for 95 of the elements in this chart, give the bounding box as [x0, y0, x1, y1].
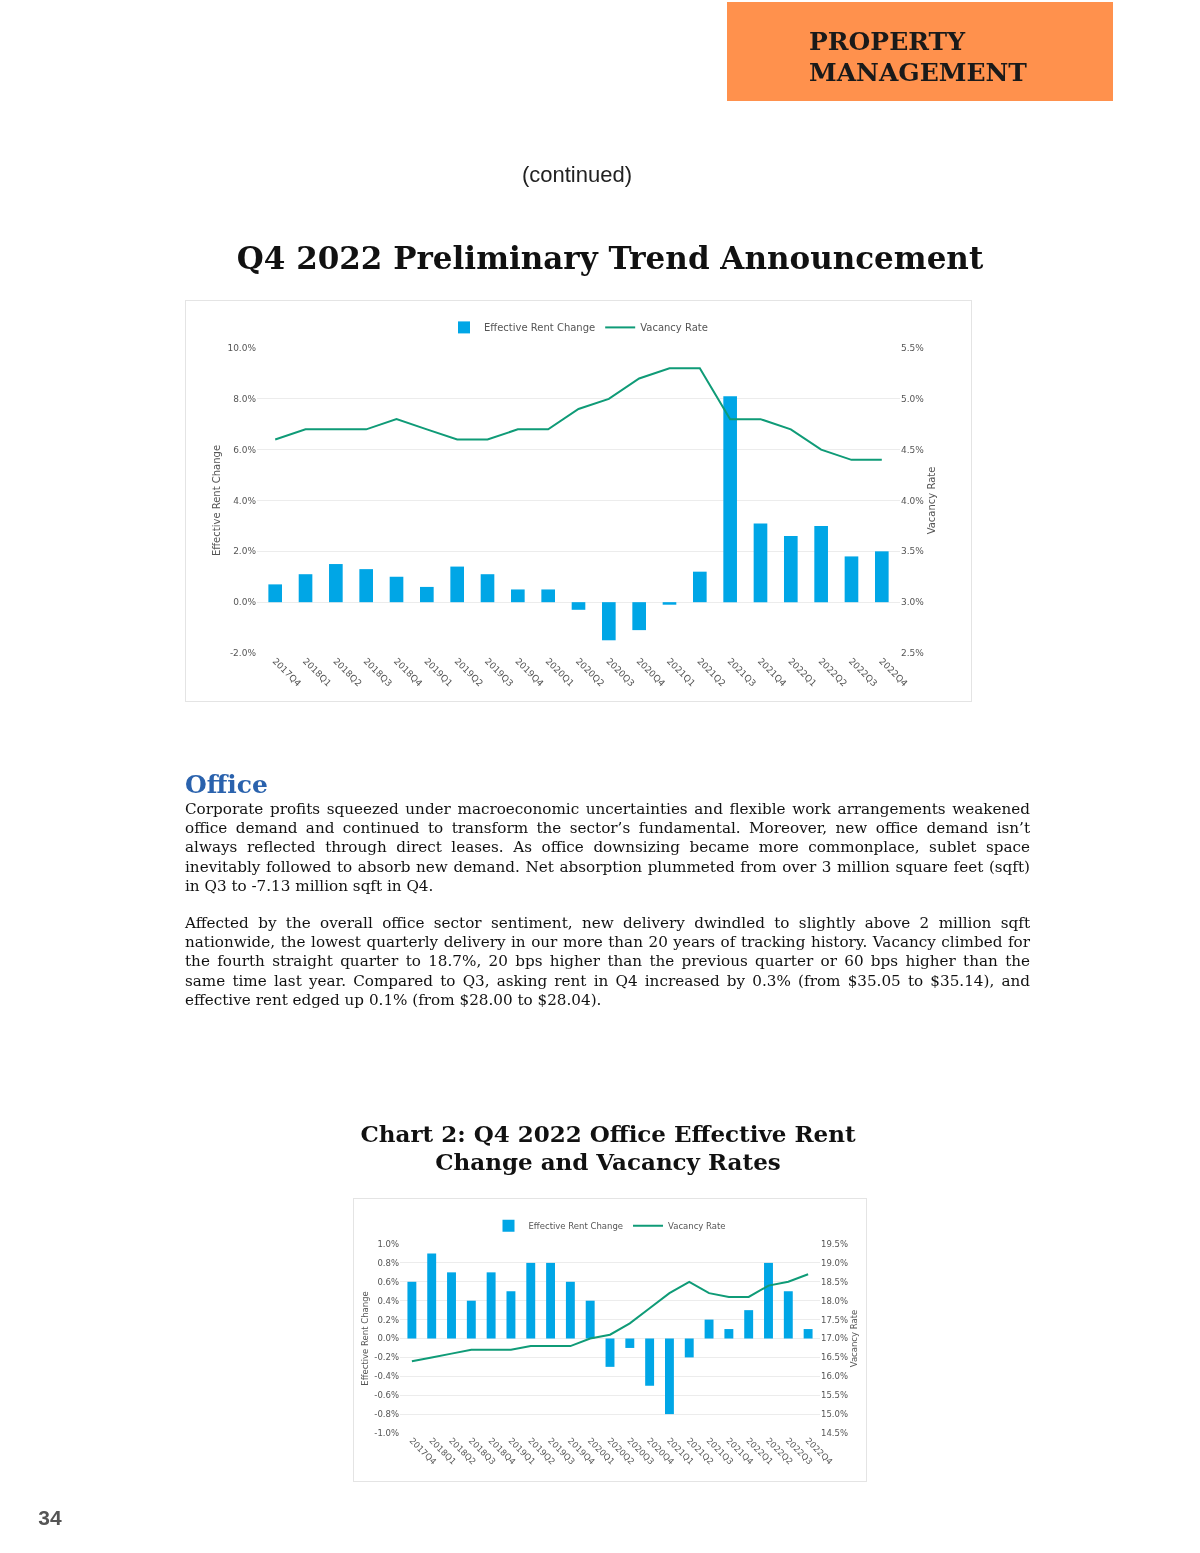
- y2-tick-label: 17.0%: [821, 1333, 849, 1344]
- bar: [506, 1291, 516, 1339]
- line-series: [274, 367, 883, 461]
- legend-label: Vacancy Rate: [668, 1221, 726, 1232]
- y2-tick-label: 15.5%: [821, 1390, 849, 1401]
- y2-tick-label: 3.0%: [901, 597, 925, 608]
- bar: [625, 1338, 635, 1348]
- y-tick-label: 0.4%: [377, 1295, 399, 1306]
- y-tick-label: 2.0%: [233, 546, 257, 557]
- bar: [389, 576, 404, 603]
- y-axis-title: Effective Rent Change: [211, 444, 223, 557]
- bar: [744, 1310, 754, 1339]
- bar: [753, 523, 768, 603]
- bar: [546, 1262, 556, 1339]
- y2-axis-title: Vacancy Rate: [849, 1309, 860, 1368]
- bar: [585, 1300, 595, 1339]
- bar: [565, 1281, 575, 1339]
- bar: [764, 1262, 773, 1339]
- y2-tick-label: 14.5%: [821, 1427, 849, 1438]
- y-tick-label: 1.0%: [377, 1238, 399, 1249]
- bar: [704, 1319, 714, 1339]
- y-axis-title: Effective Rent Change: [359, 1291, 370, 1386]
- y-tick-label: 8.0%: [233, 393, 257, 404]
- text: PROPERTY MANAGEMENT: [727, 2, 1113, 101]
- y2-tick-label: 2.5%: [901, 648, 925, 659]
- bar: [541, 589, 555, 603]
- bar: [693, 571, 707, 603]
- bar: [602, 602, 616, 641]
- y-tick-label: -0.8%: [374, 1409, 399, 1420]
- bar: [511, 589, 525, 603]
- bar: [662, 602, 677, 605]
- bar: [329, 564, 343, 603]
- bar: [359, 569, 374, 603]
- bar: [571, 602, 586, 610]
- y2-tick-label: 18.5%: [821, 1276, 849, 1287]
- bar: [466, 1300, 476, 1339]
- bar: [814, 525, 828, 603]
- y-tick-label: 0.0%: [377, 1333, 399, 1344]
- bar: [526, 1262, 536, 1339]
- y-tick-label: -1.0%: [374, 1427, 399, 1438]
- bar: [450, 566, 464, 603]
- y2-tick-label: 19.5%: [821, 1238, 849, 1249]
- legend-label: Vacancy Rate: [640, 322, 708, 334]
- bar: [447, 1272, 456, 1339]
- y-tick-label: -0.2%: [374, 1352, 399, 1363]
- bar: [480, 574, 495, 603]
- y2-tick-label: 5.5%: [901, 343, 925, 354]
- text: Office: [185, 770, 269, 800]
- bar: [664, 1338, 674, 1415]
- y2-tick-label: 4.0%: [901, 495, 925, 506]
- y2-tick-label: 5.0%: [901, 393, 925, 404]
- bar: [724, 1329, 734, 1339]
- y-tick-label: 0.2%: [377, 1314, 399, 1325]
- chart-title: Q4 2022 Preliminary Trend Announcement: [235, 240, 985, 278]
- y2-tick-label: 3.5%: [901, 546, 925, 557]
- chart-title: Chart 2: Q4 2022 Office Effective Rent Change and Vacancy Rates: [359, 1120, 857, 1176]
- text: (continued): [520, 162, 634, 189]
- y2-tick-label: 16.0%: [821, 1371, 849, 1382]
- text: 34: [37, 1506, 63, 1531]
- bar: [632, 602, 646, 631]
- bar: [874, 551, 889, 603]
- bar: [803, 1329, 813, 1339]
- legend-label: Effective Rent Change: [528, 1221, 624, 1232]
- text: Corporate profits squeezed under macroeconomic uncertainties and flexible work arrangements weakened office demand and continued to transform the sector’s fundamental. Moreover, new office demand isn’t always reflected through direct leases. As office downsizing became more commonplace, sublet space inevitably followed to absorb new demand. Net absorption plummeted from over 3 million square feet (sqft) in Q3 to -7.13 million sqft in Q4.: [185, 800, 1030, 897]
- y-tick-label: -0.6%: [374, 1390, 399, 1401]
- bar: [723, 396, 737, 603]
- y-tick-label: 0.6%: [377, 1276, 399, 1287]
- bar: [486, 1272, 496, 1339]
- bar: [420, 586, 434, 603]
- y-tick-label: 10.0%: [227, 343, 257, 354]
- line-series: [410, 1273, 810, 1363]
- y2-axis-title: Vacancy Rate: [925, 466, 937, 535]
- y-tick-label: 0.8%: [377, 1257, 399, 1268]
- y-tick-label: 0.0%: [233, 597, 257, 608]
- bar: [268, 584, 283, 603]
- y2-tick-label: 16.5%: [821, 1352, 849, 1363]
- bar: [783, 1291, 793, 1339]
- y2-tick-label: 18.0%: [821, 1295, 849, 1306]
- y2-tick-label: 19.0%: [821, 1257, 849, 1268]
- bar: [645, 1338, 655, 1386]
- bar: [844, 556, 859, 603]
- y2-tick-label: 4.5%: [901, 444, 925, 455]
- y-tick-label: -2.0%: [229, 648, 257, 659]
- y2-tick-label: 17.5%: [821, 1314, 849, 1325]
- text: Affected by the overall office sector sentiment, new delivery dwindled to slightly above 2 million sqft nationwide, the lowest quarterly delivery in our more than 20 years of tracking history. Vacancy climbed for the fourth straight quarter to 18.7%, 20 bps higher than the previous quarter or 60 bps higher than the same time last year. Compared to Q3, asking rent in Q4 increased by 0.3% (from $35.05 to $35.14), and effective rent edged up 0.1% (from $28.00 to $28.04).: [185, 914, 1030, 1011]
- bar: [684, 1338, 694, 1358]
- bar: [298, 574, 313, 603]
- bar: [407, 1281, 417, 1339]
- bar: [427, 1253, 437, 1339]
- bar: [783, 536, 798, 603]
- y2-tick-label: 15.0%: [821, 1409, 849, 1420]
- y-tick-label: -0.4%: [374, 1371, 399, 1382]
- y-tick-label: 4.0%: [233, 495, 257, 506]
- legend-label: Effective Rent Change: [484, 322, 596, 334]
- y-tick-label: 6.0%: [233, 444, 257, 455]
